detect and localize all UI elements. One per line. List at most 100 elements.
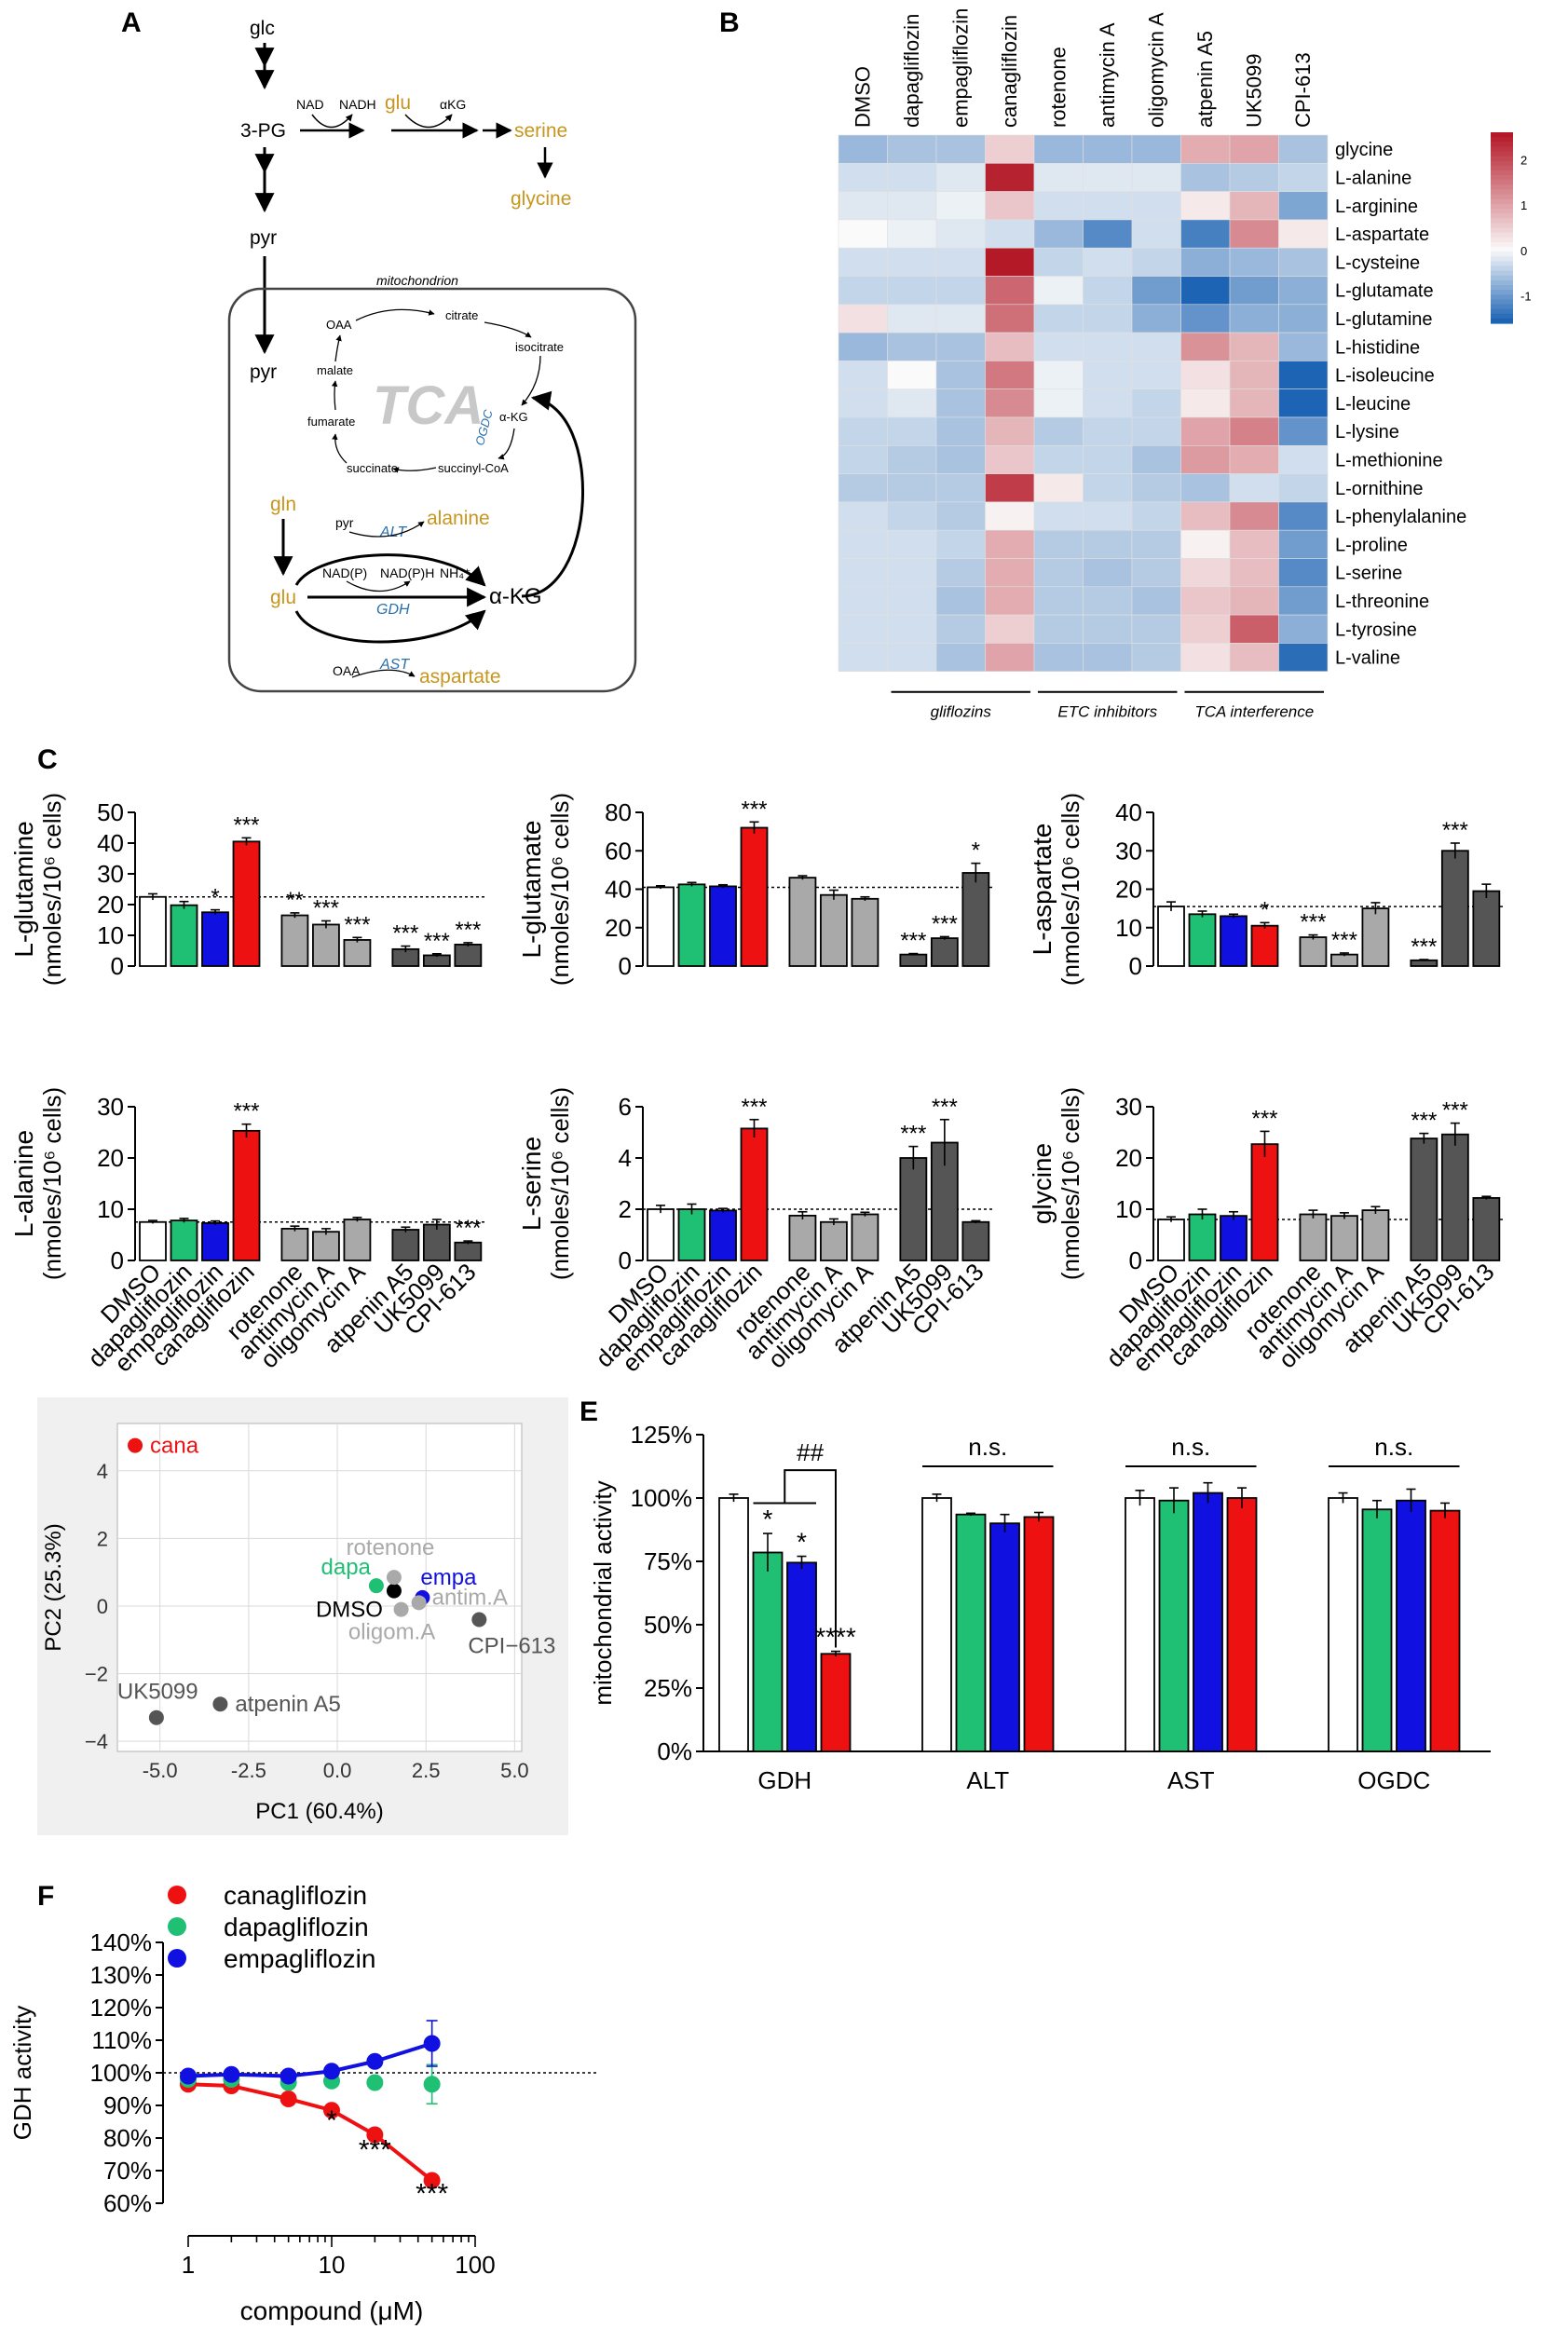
y-tick-label: 2 xyxy=(619,1195,632,1223)
bar-oligomycin A xyxy=(343,1219,372,1261)
heatmap-cell xyxy=(1180,332,1231,361)
heatmap-row-label: L-cysteine xyxy=(1335,252,1420,273)
heatmap-row-label: L-isoleucine xyxy=(1335,366,1435,387)
heatmap-row-label: glycine xyxy=(1335,140,1393,160)
heatmap-cell xyxy=(838,614,888,644)
colorbar-segment xyxy=(1491,165,1513,171)
bar-GDH xyxy=(820,1653,852,1752)
heatmap-cell xyxy=(985,416,1035,446)
panel-letter-b: B xyxy=(719,7,740,38)
y-tick-label: 0 xyxy=(1129,1246,1142,1274)
heatmap-cell xyxy=(1131,163,1181,192)
label-nadph: NAD(P)H xyxy=(380,565,434,580)
heatmap-cell xyxy=(838,558,888,588)
heatmap-cell xyxy=(1278,558,1329,588)
legend-marker xyxy=(168,1886,186,1904)
series-point xyxy=(366,2126,384,2144)
heatmap-cell xyxy=(1180,643,1231,673)
heatmap-cell xyxy=(935,361,986,389)
heatmap-cell xyxy=(838,191,888,221)
heatmap-cell xyxy=(935,304,986,334)
legend: canagliflozin dapagliflozin empagliflozin xyxy=(168,1881,375,1973)
significance-label: *** xyxy=(1411,934,1437,960)
hash-bracket xyxy=(784,1469,837,1648)
heatmap-cell xyxy=(1180,163,1231,192)
heatmap-cell xyxy=(1229,614,1279,644)
heatmap-cell xyxy=(1033,643,1084,673)
heatmap-cell xyxy=(887,332,937,361)
colorbar-segment xyxy=(1491,218,1513,224)
colorbar-segment xyxy=(1491,304,1513,310)
heatmap-cell xyxy=(1180,134,1231,164)
y-tick-label: 25% xyxy=(644,1674,692,1702)
y-tick-label: 0 xyxy=(619,1246,632,1274)
y-tick-label: 75% xyxy=(644,1547,692,1575)
colorbar-segment xyxy=(1491,184,1513,191)
significance-label: * xyxy=(326,2105,337,2136)
heatmap-cell xyxy=(1033,558,1084,588)
colorbar-segment xyxy=(1491,170,1513,176)
y-tick-label: 30 xyxy=(1115,837,1142,865)
pca-point-cpi xyxy=(471,1612,487,1628)
pca-point-antim xyxy=(411,1595,427,1611)
heatmap-cell xyxy=(1229,332,1279,361)
series-point xyxy=(323,2063,340,2080)
heatmap-group-label: gliflozins xyxy=(931,703,992,721)
heatmap-cell xyxy=(1229,388,1279,418)
y-axis-label: GDH activity xyxy=(8,2006,36,2140)
series-point xyxy=(323,2102,340,2119)
pca-point-label: atpenin A5 xyxy=(235,1692,340,1717)
bar-empagliflozin xyxy=(709,885,737,967)
heatmap-cell xyxy=(1131,247,1181,277)
colorbar-segment xyxy=(1491,285,1513,291)
label-nadp: NAD(P) xyxy=(322,565,367,580)
bar-empagliflozin xyxy=(201,911,229,967)
heatmap-cell xyxy=(1278,163,1329,192)
y-tick-label: 60% xyxy=(103,2189,152,2217)
y-axis-label: PC2 (25.3%) xyxy=(41,1523,66,1651)
bar-canagliflozin xyxy=(740,826,769,967)
series-empagliflozin xyxy=(180,2020,441,2085)
pca-plot-area xyxy=(116,1423,523,1752)
pca-point-label: CPI−613 xyxy=(468,1633,555,1658)
heatmap-cell xyxy=(1131,304,1181,334)
pca-point-label: antim.A xyxy=(432,1585,508,1610)
label-succinyl-coa: succinyl-CoA xyxy=(438,461,509,475)
x-tick-label: 1 xyxy=(182,2251,195,2279)
y-tick-label: 10 xyxy=(97,921,124,949)
colorbar-segment xyxy=(1491,294,1513,300)
ns-label: n.s. xyxy=(1374,1433,1413,1461)
colorbar-tick-label: 2 xyxy=(1520,153,1527,167)
colorbar-segment xyxy=(1491,156,1513,162)
series-line xyxy=(187,2082,433,2183)
legend-marker xyxy=(168,1917,186,1936)
heatmap-column-label: DMSO xyxy=(851,66,874,128)
bar-UK5099 xyxy=(1440,850,1469,967)
y-tick-label: 50 xyxy=(97,798,124,826)
heatmap-cell xyxy=(985,388,1035,418)
x-tick-label: 5.0 xyxy=(500,1759,529,1782)
colorbar-segment xyxy=(1491,194,1513,200)
y-tick-label: 100% xyxy=(631,1484,693,1512)
bar-OGDC xyxy=(1429,1509,1461,1752)
bar-AST xyxy=(1125,1497,1155,1752)
y-tick-label: 20 xyxy=(1115,876,1142,904)
series-point xyxy=(180,2067,197,2085)
heatmap-row-label: L-valine xyxy=(1335,648,1400,669)
y-axis-unit: (nmoles/10⁶ cells) xyxy=(546,793,574,986)
label-akg-top: αKG xyxy=(440,97,466,112)
x-tick-label: ALT xyxy=(966,1766,1009,1794)
colorbar-segment xyxy=(1491,223,1513,229)
bar-ALT xyxy=(1023,1516,1055,1752)
colorbar-segment xyxy=(1491,318,1513,324)
pca-point-uk xyxy=(148,1709,164,1725)
heatmap-cell xyxy=(1083,276,1133,306)
heatmap-cell xyxy=(935,134,986,164)
bar-empagliflozin xyxy=(1220,915,1248,967)
bar-UK5099 xyxy=(422,1223,451,1261)
label-malate: malate xyxy=(317,363,353,377)
heatmap-cell xyxy=(887,304,937,334)
pca-point-label: oligom.A xyxy=(348,1620,435,1645)
heatmap-cell xyxy=(1033,444,1084,474)
